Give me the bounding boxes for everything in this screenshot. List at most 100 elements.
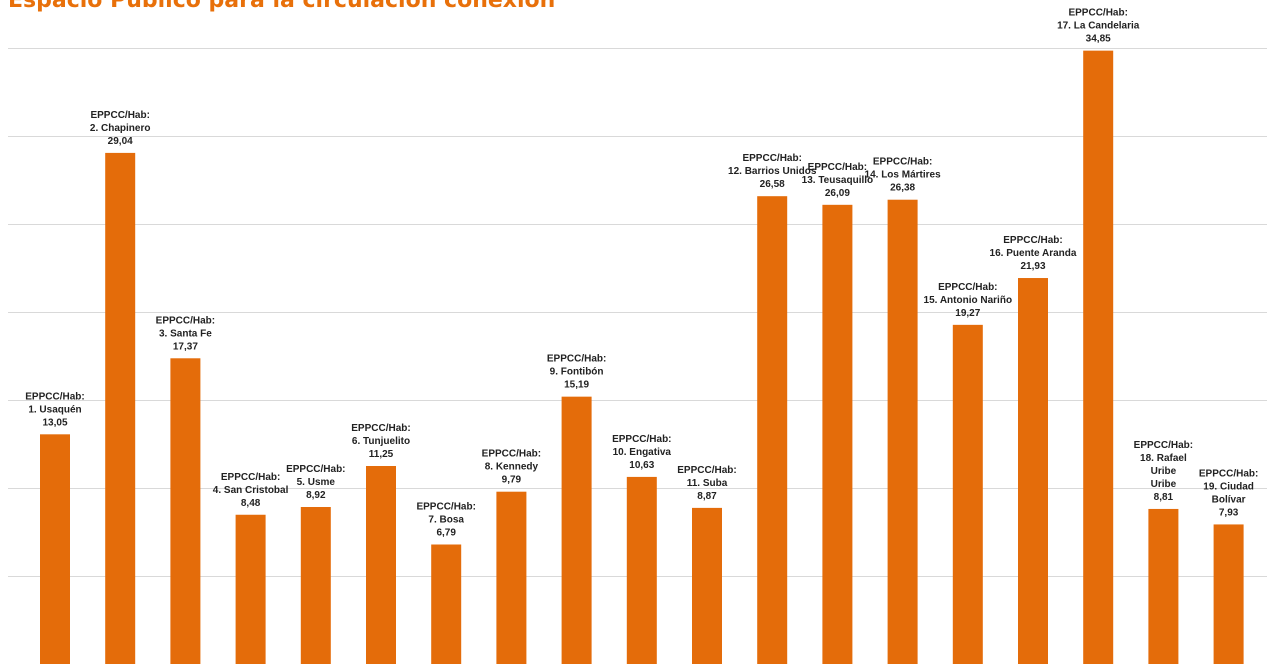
bar xyxy=(1148,508,1179,664)
data-label-line: 13. Teusaquillo xyxy=(802,175,874,186)
data-label-line: 14. Los Mártires xyxy=(865,170,942,181)
bar xyxy=(757,196,788,664)
bar xyxy=(496,491,527,664)
data-labels: EPPCC/Hab: 1. Usaquén 13,05 EPPCC/Hab: 2. Ch… xyxy=(25,8,1258,539)
bars xyxy=(40,50,1244,664)
data-label-line: EPPCC/Hab: xyxy=(482,449,541,460)
data-label-line: EPPCC/Hab: xyxy=(612,434,671,445)
data-label-line: 10. Engativa xyxy=(613,447,672,458)
data-label: EPPCC/Hab: 12. Barrios Unidos 26,58 xyxy=(728,153,817,190)
data-label-line: 19. Ciudad xyxy=(1203,481,1254,492)
data-label-line: 21,93 xyxy=(1020,261,1045,272)
data-label-line: EPPCC/Hab: xyxy=(221,472,280,483)
data-label-line: EPPCC/Hab: xyxy=(156,315,215,326)
data-label-line: 8,87 xyxy=(697,491,717,502)
data-label: EPPCC/Hab: 2. Chapinero 29,04 xyxy=(90,110,151,147)
data-label-line: 1. Usaquén xyxy=(28,404,81,415)
bar xyxy=(952,324,983,664)
data-label-line: EPPCC/Hab: xyxy=(1003,235,1062,246)
data-label: EPPCC/Hab: 6. Tunjuelito 11,25 xyxy=(351,423,410,460)
data-label-line: 12. Barrios Unidos xyxy=(728,166,817,177)
chart-title: Espacio Público para la circulación cone… xyxy=(8,0,556,13)
data-label-line: 9. Fontibón xyxy=(550,367,604,378)
data-label-line: EPPCC/Hab: xyxy=(90,110,149,121)
bar xyxy=(561,396,592,664)
bar xyxy=(431,544,462,664)
data-label-line: 13,05 xyxy=(42,417,67,428)
data-label-line: 16. Puente Aranda xyxy=(990,248,1077,259)
bar xyxy=(366,466,396,664)
data-label-line: 2. Chapinero xyxy=(90,123,151,134)
data-label: EPPCC/Hab: 1. Usaquén 13,05 xyxy=(25,391,84,428)
data-label-line: EPPCC/Hab: xyxy=(1068,8,1127,19)
data-label-line: Uribe xyxy=(1151,479,1177,490)
data-label-line: 15. Antonio Nariño xyxy=(924,295,1013,306)
data-label: EPPCC/Hab: 5. Usme 8,92 xyxy=(286,464,345,501)
data-label: EPPCC/Hab: 16. Puente Aranda 21,93 xyxy=(990,235,1077,272)
data-label: EPPCC/Hab: 19. Ciudad Bolívar 7,93 xyxy=(1199,468,1258,518)
data-label-line: 3. Santa Fe xyxy=(159,328,212,339)
data-label-line: 11,25 xyxy=(369,449,394,460)
bar xyxy=(40,434,70,664)
data-label: EPPCC/Hab: 17. La Candelaria 34,85 xyxy=(1057,8,1140,45)
bar xyxy=(692,507,722,664)
data-label-line: 26,58 xyxy=(760,179,785,190)
data-label-line: 8,92 xyxy=(306,490,326,501)
data-label: EPPCC/Hab: 7. Bosa 6,79 xyxy=(416,501,475,538)
data-label-line: 26,09 xyxy=(825,188,850,199)
data-label-line: 29,04 xyxy=(108,136,133,147)
bar xyxy=(1083,50,1114,664)
data-label-line: 9,79 xyxy=(502,475,522,486)
bar xyxy=(105,152,136,664)
data-label-line: EPPCC/Hab: xyxy=(351,423,410,434)
bar xyxy=(300,507,331,664)
data-label-line: EPPCC/Hab: xyxy=(416,501,475,512)
data-label-line: 15,19 xyxy=(564,380,589,391)
data-label: EPPCC/Hab: 3. Santa Fe 17,37 xyxy=(156,315,215,352)
data-label: EPPCC/Hab: 18. Rafael Uribe Uribe 8,81 xyxy=(1134,440,1193,503)
data-label: EPPCC/Hab: 11. Suba 8,87 xyxy=(677,465,736,502)
bar xyxy=(1018,278,1048,664)
data-label-line: EPPCC/Hab: xyxy=(742,153,801,164)
data-label: EPPCC/Hab: 8. Kennedy 9,79 xyxy=(482,449,541,486)
data-label-line: 19,27 xyxy=(955,308,980,319)
bar xyxy=(887,199,918,664)
data-label-line: 8. Kennedy xyxy=(485,462,539,473)
data-label-line: 8,48 xyxy=(241,498,261,509)
data-label-line: 5. Usme xyxy=(297,477,336,488)
data-label: EPPCC/Hab: 10. Engativa 10,63 xyxy=(612,434,671,471)
data-label-line: 34,85 xyxy=(1086,34,1111,45)
data-label: EPPCC/Hab: 4. San Cristobal 8,48 xyxy=(213,472,289,509)
data-label-line: 7,93 xyxy=(1219,507,1239,518)
data-label-line: EPPCC/Hab: xyxy=(938,282,997,293)
data-label-line: EPPCC/Hab: xyxy=(1199,468,1258,479)
bar xyxy=(1213,524,1244,664)
data-label-line: EPPCC/Hab: xyxy=(873,157,932,168)
bar xyxy=(170,358,201,664)
data-label: EPPCC/Hab: 14. Los Mártires 26,38 xyxy=(865,157,942,194)
bar xyxy=(626,476,657,664)
data-label-line: 18. Rafael xyxy=(1140,453,1187,464)
data-label-line: EPPCC/Hab: xyxy=(1134,440,1193,451)
data-label: EPPCC/Hab: 15. Antonio Nariño 19,27 xyxy=(924,282,1013,319)
data-label-line: 26,38 xyxy=(890,183,915,194)
data-label-line: 10,63 xyxy=(629,460,654,471)
data-label-line: 7. Bosa xyxy=(428,514,464,525)
data-label-line: EPPCC/Hab: xyxy=(677,465,736,476)
data-label: EPPCC/Hab: 9. Fontibón 15,19 xyxy=(547,354,606,391)
data-label-line: 17. La Candelaria xyxy=(1057,21,1140,32)
bar xyxy=(235,514,266,664)
data-label: EPPCC/Hab: 13. Teusaquillo 26,09 xyxy=(802,162,874,199)
data-label-line: 4. San Cristobal xyxy=(213,485,289,496)
data-label-line: 11. Suba xyxy=(687,478,728,489)
data-label-line: EPPCC/Hab: xyxy=(25,391,84,402)
data-label-line: EPPCC/Hab: xyxy=(808,162,867,173)
data-label-line: 17,37 xyxy=(173,341,198,352)
data-label-line: EPPCC/Hab: xyxy=(547,354,606,365)
data-label-line: EPPCC/Hab: xyxy=(286,464,345,475)
data-label-line: 6. Tunjuelito xyxy=(352,436,410,447)
data-label-line: 6,79 xyxy=(436,527,456,538)
data-label-line: Bolívar xyxy=(1212,494,1246,505)
data-label-line: Uribe xyxy=(1151,466,1177,477)
